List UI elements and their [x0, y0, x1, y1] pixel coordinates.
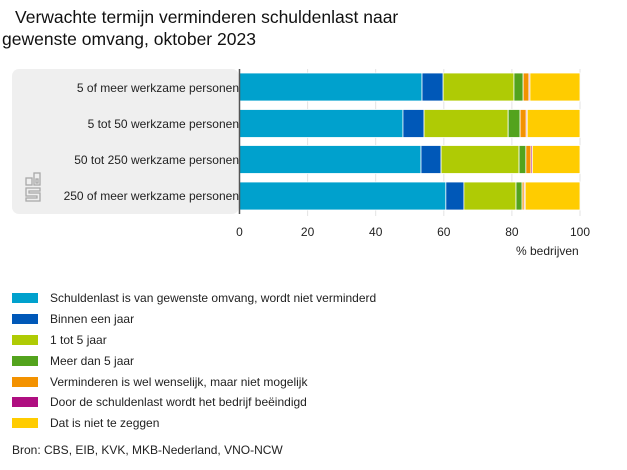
- x-tick-label: 80: [505, 225, 519, 239]
- x-tick-label: 100: [570, 225, 590, 239]
- legend-label: Binnen een jaar: [50, 312, 135, 327]
- bar-segment: [522, 72, 530, 102]
- legend-label: Verminderen is wel wenselijk, maar niet …: [50, 374, 308, 389]
- bar-segment: [463, 181, 517, 211]
- chart-plot: 0 20 40 60 80 100: [236, 69, 590, 239]
- legend: Schuldenlast is van gewenste omvang, wor…: [12, 288, 376, 434]
- bar-segment: [442, 72, 515, 102]
- bar-segment: [524, 181, 581, 211]
- legend-label: 1 tot 5 jaar: [50, 332, 107, 347]
- legend-item: Dat is niet te zeggen: [12, 413, 376, 434]
- legend-item: Schuldenlast is van gewenste omvang, wor…: [12, 288, 376, 309]
- legend-swatch: [12, 418, 38, 429]
- bar-segment: [445, 181, 465, 211]
- bar-segment: [402, 109, 425, 138]
- bar-segment: [518, 145, 527, 174]
- x-tick-label: 0: [236, 225, 243, 239]
- chart-title-line-1: Verwachte termijn verminderen schuldenla…: [15, 7, 399, 27]
- legend-label: Schuldenlast is van gewenste omvang, wor…: [50, 291, 377, 306]
- legend-swatch: [12, 293, 38, 304]
- x-tick-label: 40: [369, 225, 383, 239]
- legend-swatch: [12, 355, 38, 366]
- bar-segment: [526, 109, 581, 138]
- x-tick-label: 60: [437, 225, 451, 239]
- legend-swatch: [12, 397, 38, 408]
- x-axis-title: % bedrijven: [516, 244, 579, 258]
- category-panel: [12, 69, 239, 214]
- bar-segment: [423, 109, 509, 138]
- chart-title: Verwachte termijn verminderen schuldenla…: [2, 6, 562, 50]
- bar-segment: [239, 145, 422, 174]
- cbs-logo-icon: [25, 172, 41, 202]
- bar-segment: [239, 109, 404, 138]
- legend-item: 1 tot 5 jaar: [12, 330, 376, 351]
- legend-item: Door de schuldenlast wordt het bedrijf b…: [12, 392, 376, 413]
- legend-swatch: [12, 334, 38, 345]
- bar-segment: [519, 109, 527, 138]
- bar-segment: [239, 181, 447, 211]
- legend-swatch: [12, 314, 38, 325]
- legend-label: Meer dan 5 jaar: [50, 353, 135, 368]
- bar-segment: [529, 72, 581, 102]
- legend-label: Door de schuldenlast wordt het bedrijf b…: [50, 395, 307, 410]
- bar-segment: [420, 145, 442, 174]
- legend-label: Dat is niet te zeggen: [50, 416, 160, 431]
- x-tick-label: 20: [301, 225, 315, 239]
- category-label: 50 tot 250 werkzame personen: [74, 153, 239, 167]
- bar-segment: [239, 72, 423, 102]
- legend-item: Verminderen is wel wenselijk, maar niet …: [12, 371, 376, 392]
- bar-segment: [525, 145, 532, 174]
- legend-item: Binnen een jaar: [12, 309, 376, 330]
- bar-segment: [513, 72, 524, 102]
- legend-swatch: [12, 376, 38, 387]
- category-label: 5 tot 50 werkzame personen: [87, 117, 239, 131]
- category-label: 250 of meer werkzame personen: [63, 189, 239, 203]
- bar-segment: [421, 72, 444, 102]
- bar-segment: [531, 145, 581, 174]
- bar-segment: [440, 145, 520, 174]
- bar-segment: [507, 109, 521, 138]
- legend-item: Meer dan 5 jaar: [12, 350, 376, 371]
- chart-title-line-2: gewenste omvang, oktober 2023: [2, 29, 256, 49]
- bar-segment: [515, 181, 523, 211]
- source-note: Bron: CBS, EIB, KVK, MKB-Nederland, VNO-…: [12, 443, 283, 457]
- category-label: 5 of meer werkzame personen: [76, 81, 239, 95]
